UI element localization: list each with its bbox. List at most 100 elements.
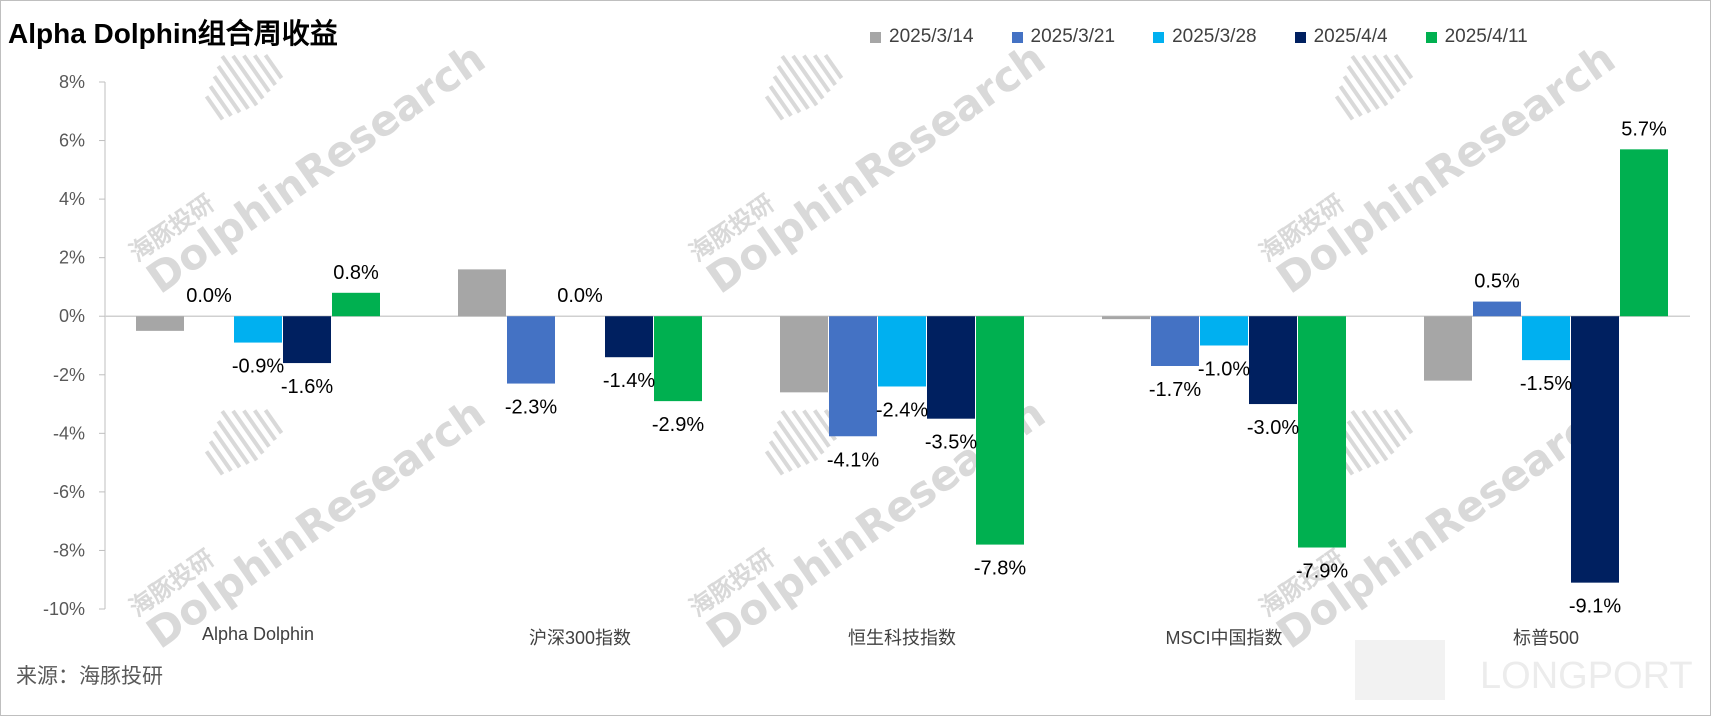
data-label: -1.7% bbox=[1149, 379, 1201, 401]
watermark-logo-stripe bbox=[1350, 409, 1389, 462]
watermark-logo-stripe bbox=[1383, 409, 1407, 441]
data-label: -2.3% bbox=[505, 397, 557, 419]
data-label: -2.4% bbox=[876, 399, 928, 421]
data-label: -7.8% bbox=[974, 558, 1026, 580]
legend-swatch bbox=[1294, 31, 1306, 43]
legend-swatch bbox=[1425, 31, 1437, 43]
watermark-logo-stripe bbox=[772, 75, 802, 114]
y-tick-label: 2% bbox=[59, 248, 85, 268]
watermark-logo-stripe bbox=[791, 54, 825, 100]
watermark-logo-stripe bbox=[813, 54, 837, 86]
data-label: -2.9% bbox=[652, 414, 704, 436]
watermark-logo-stripe bbox=[220, 54, 259, 107]
bar bbox=[1200, 316, 1248, 346]
watermark-logo-stripe bbox=[204, 450, 225, 476]
watermark-logo-stripe bbox=[204, 95, 225, 121]
watermark-logo-stripe bbox=[764, 450, 785, 476]
watermark-logo-stripe bbox=[208, 440, 233, 472]
bar bbox=[1571, 316, 1619, 583]
legend-item: 2025/3/21 bbox=[1011, 26, 1115, 48]
bar bbox=[1620, 149, 1668, 317]
bar bbox=[878, 316, 926, 387]
bar bbox=[829, 316, 877, 437]
bar bbox=[1249, 316, 1297, 405]
watermark-en-text: DolphinResearch bbox=[138, 388, 494, 658]
y-tick-label: 4% bbox=[59, 189, 85, 209]
bar bbox=[507, 316, 555, 384]
watermark-logo-stripe bbox=[802, 409, 831, 448]
bar bbox=[136, 316, 184, 331]
category-label: 标普500 bbox=[1513, 628, 1579, 648]
y-tick-label: -8% bbox=[53, 540, 85, 560]
y-tick-label: 0% bbox=[59, 306, 85, 326]
watermark-logo-stripe bbox=[768, 85, 793, 117]
watermark-logo-stripe bbox=[1338, 85, 1363, 117]
bar bbox=[1151, 316, 1199, 366]
data-label: -3.0% bbox=[1247, 417, 1299, 439]
source-note: 来源：海豚投研 bbox=[16, 665, 163, 688]
watermark-logo-stripe bbox=[212, 430, 242, 469]
watermark-en-text: DolphinResearch bbox=[138, 33, 494, 303]
category-label: MSCI中国指数 bbox=[1166, 628, 1283, 648]
watermark-logo-stripe bbox=[1361, 409, 1395, 455]
y-tick-label: -2% bbox=[53, 365, 85, 385]
watermark-logo-stripe bbox=[1346, 65, 1380, 110]
watermark-logo-stripe bbox=[1334, 95, 1355, 121]
watermark-logo-stripe bbox=[1342, 430, 1372, 469]
watermark-logo-stripe bbox=[231, 409, 265, 455]
watermark-logo-stripe bbox=[242, 409, 271, 448]
watermark-logo-stripe bbox=[1372, 54, 1401, 93]
legend-label: 2025/4/11 bbox=[1444, 26, 1528, 47]
bar bbox=[1102, 316, 1150, 320]
data-label: -9.1% bbox=[1569, 596, 1621, 618]
watermark-logo-stripe bbox=[253, 409, 277, 441]
bar bbox=[283, 316, 331, 364]
watermark-logo-stripe bbox=[764, 95, 785, 121]
label-layer: 0.0% -0.9%-1.6% 0.8% -2.3% 0.0% -1.4% -2.9% -4.… bbox=[186, 118, 1667, 617]
legend-label: 2025/4/4 bbox=[1313, 26, 1388, 47]
watermark-logo-stripe bbox=[776, 65, 810, 110]
y-tick-label: -4% bbox=[53, 423, 85, 443]
bar bbox=[332, 292, 380, 317]
bar bbox=[1424, 316, 1472, 381]
data-label: -1.6% bbox=[281, 376, 333, 398]
category-label: 沪深300指数 bbox=[529, 628, 631, 648]
bar bbox=[927, 316, 975, 419]
data-label: 0.0% bbox=[557, 285, 603, 307]
longport-logo-mark bbox=[1355, 640, 1445, 700]
watermark-logo-stripe bbox=[208, 85, 233, 117]
legend-swatch bbox=[1153, 31, 1165, 43]
data-label: -7.9% bbox=[1296, 561, 1348, 583]
watermark-logo-stripe bbox=[1383, 54, 1407, 86]
watermark-logo-stripe bbox=[242, 54, 271, 93]
category-label: 恒生科技指数 bbox=[848, 628, 956, 648]
y-tick-label: 8% bbox=[59, 72, 85, 92]
longport-text: LONGPORT bbox=[1480, 655, 1693, 697]
longport-watermark: LONGPORT bbox=[1355, 640, 1693, 700]
watermark-en-text: DolphinResearch bbox=[698, 33, 1054, 303]
watermark-logo-stripe bbox=[1346, 420, 1380, 465]
bar bbox=[234, 316, 282, 343]
watermark-logo-stripe bbox=[220, 409, 259, 462]
data-label: 0.8% bbox=[333, 262, 379, 284]
data-label: -0.9% bbox=[232, 356, 284, 378]
bar bbox=[1298, 316, 1346, 548]
data-label: -3.5% bbox=[925, 432, 977, 454]
watermark-logo-stripe bbox=[791, 409, 825, 455]
watermark-logo-stripe bbox=[1342, 75, 1372, 114]
data-label: 0.0% bbox=[186, 285, 232, 307]
watermark-logo-stripe bbox=[802, 54, 831, 93]
watermark-logo-stripe bbox=[216, 420, 250, 465]
watermark-logo-stripe bbox=[1372, 409, 1401, 448]
bar bbox=[654, 316, 702, 402]
watermark-logo-stripe bbox=[823, 53, 844, 80]
watermark-logo-stripe bbox=[1361, 54, 1395, 100]
legend-item: 2025/3/28 bbox=[1153, 26, 1257, 48]
legend-item: 2025/4/11 bbox=[1425, 26, 1528, 48]
bar-layer bbox=[136, 149, 1668, 583]
legend-item: 2025/4/4 bbox=[1294, 26, 1388, 48]
watermark-logo-stripe bbox=[212, 75, 242, 114]
watermark-logo-stripe bbox=[768, 440, 793, 472]
legend-item: 2025/3/14 bbox=[870, 26, 974, 48]
